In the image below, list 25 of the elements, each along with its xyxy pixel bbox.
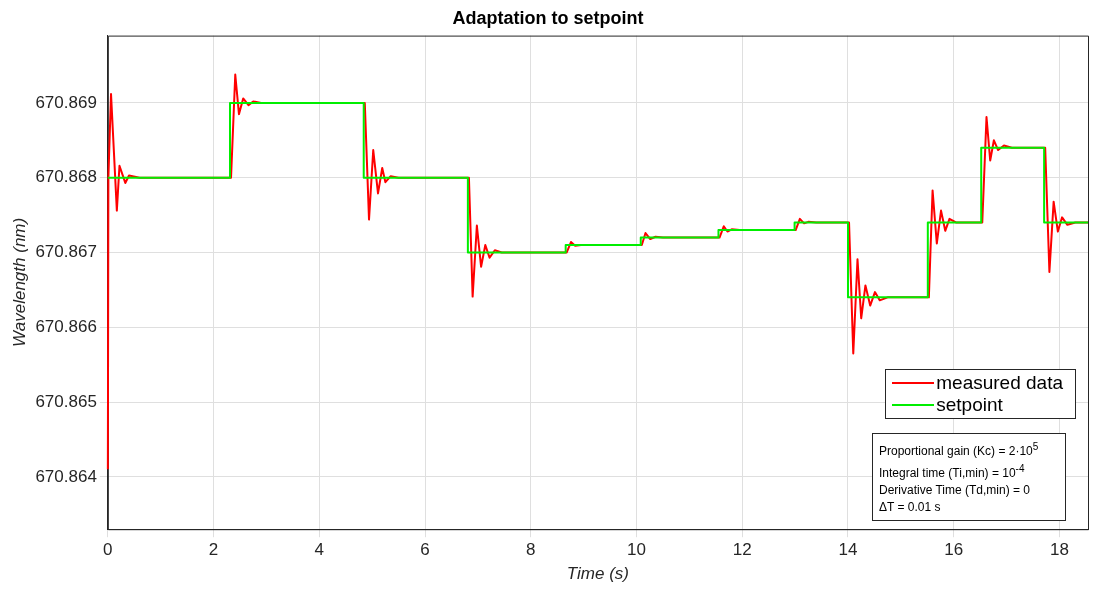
annotation: Integral time (Ti,min) = 10$^{-4}$ <box>879 462 1026 483</box>
x-tick-label: 0 <box>103 540 113 560</box>
annotation: ΔT = 0.01 s <box>879 499 942 517</box>
x-tick-label: 8 <box>526 540 536 560</box>
y-tick-label: 670.869 <box>35 92 97 112</box>
y-tick-label: 670.866 <box>35 316 97 336</box>
x-tick-label: 4 <box>314 540 325 560</box>
x-tick-label: 16 <box>944 540 964 560</box>
chart-title: Adaptation to setpoint <box>452 7 644 28</box>
x-tick-label: 10 <box>627 540 646 560</box>
x-tick-label: 6 <box>420 540 430 560</box>
y-tick-label: 670.865 <box>35 391 97 411</box>
y-tick-label: 670.864 <box>35 466 97 486</box>
annotation: Derivative Time (Td,min) = 0 <box>879 482 1032 500</box>
x-tick-label: 2 <box>208 540 219 560</box>
annotation: Proportional gain (Kc) = 2·10$^{5}$ <box>879 440 1040 461</box>
legend-label: measured data <box>936 372 1063 395</box>
x-axis-title: Time (s) <box>566 563 630 583</box>
x-tick-label: 12 <box>732 540 752 560</box>
y-tick-label: 670.867 <box>35 242 97 262</box>
legend-label: setpoint <box>936 394 1003 417</box>
x-tick-label: 18 <box>1049 540 1069 560</box>
x-tick-label: 14 <box>838 540 858 560</box>
y-axis-title: Wavelength (nm) <box>9 217 29 347</box>
y-tick-label: 670.868 <box>35 167 97 187</box>
